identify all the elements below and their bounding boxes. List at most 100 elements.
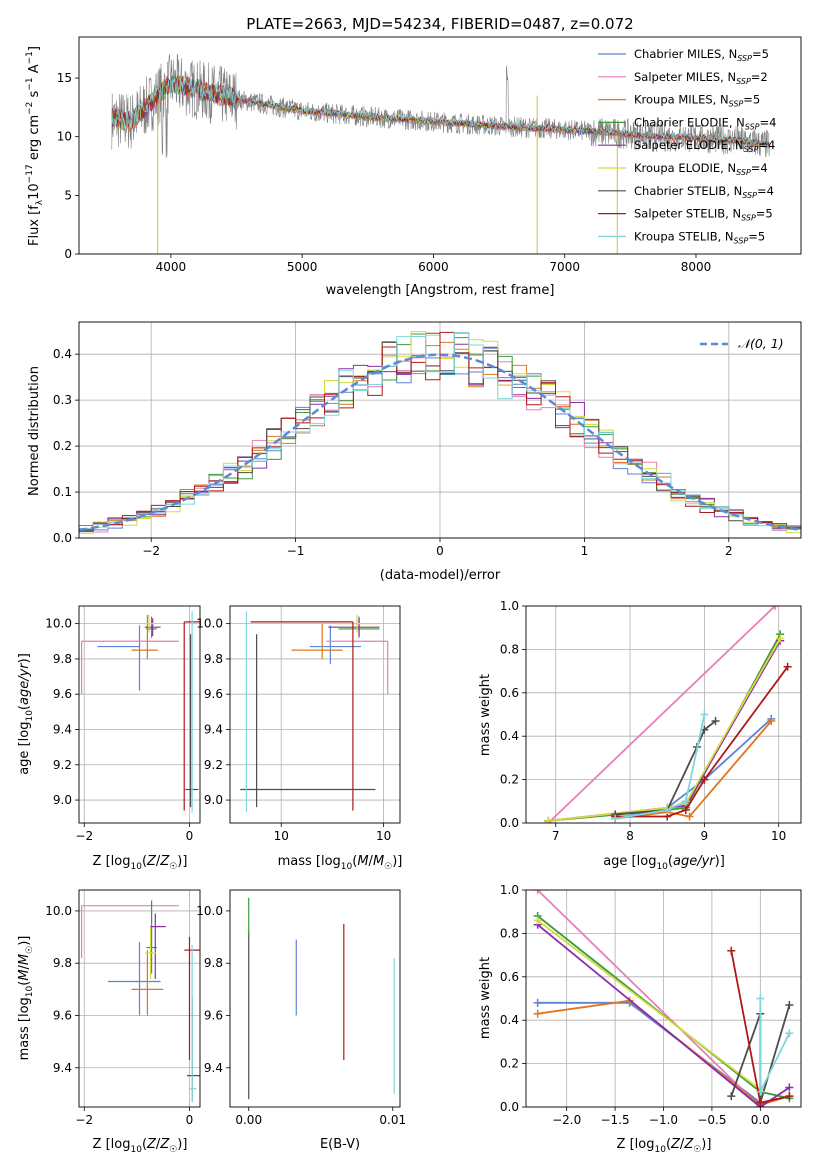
x-tick-label: 8000 bbox=[681, 260, 712, 274]
plus-marker bbox=[756, 1098, 765, 1107]
y-tick-label: 10 bbox=[57, 130, 72, 144]
mass-z-xlabel: Z [log10(Z/Z☉)] bbox=[93, 1137, 188, 1155]
x-tick-label: 6000 bbox=[418, 260, 449, 274]
x-tick-label: −2 bbox=[75, 1113, 93, 1127]
y-tick-label: 0.2 bbox=[500, 1057, 519, 1071]
weight-age-xlabel: age [log10(age/yr)] bbox=[603, 854, 725, 872]
y-tick-label: 1.0 bbox=[500, 883, 519, 897]
errorbar-chabrier-miles bbox=[107, 942, 161, 1016]
errorbar-kroupa-miles bbox=[131, 614, 158, 659]
histograms bbox=[79, 331, 801, 534]
series-salpeter-miles bbox=[544, 606, 779, 823]
legend-label: Kroupa STELIB, NSSP=5 bbox=[634, 229, 765, 245]
x-tick-label: 0.0 bbox=[751, 1113, 770, 1127]
y-tick-label: 0.2 bbox=[500, 773, 519, 787]
y-tick-label: 9.4 bbox=[53, 722, 72, 736]
plus-marker bbox=[685, 812, 694, 821]
x-tick-label: −2 bbox=[75, 829, 93, 843]
series-line bbox=[759, 998, 791, 1093]
axes-frame bbox=[78, 321, 802, 539]
y-tick-label: 9.0 bbox=[53, 793, 72, 807]
residual-legend: 𝒩(0, 1) bbox=[700, 336, 784, 351]
errorbar-chabrier-miles bbox=[97, 625, 141, 691]
y-tick-label: 9.2 bbox=[204, 758, 223, 772]
y-tick-label: 0.8 bbox=[500, 926, 519, 940]
y-tick-label: 9.8 bbox=[204, 956, 223, 970]
errorbar-chabrier-stelib bbox=[240, 634, 376, 808]
y-tick-label: 0.0 bbox=[500, 1100, 519, 1114]
legend-label: Salpeter ELODIE, NSSP=4 bbox=[634, 138, 775, 154]
x-tick-label: 0.01 bbox=[379, 1113, 406, 1127]
series-line bbox=[548, 633, 781, 822]
plus-marker bbox=[663, 805, 672, 814]
weight-lines bbox=[544, 606, 792, 823]
errorbar-kroupa-miles bbox=[131, 950, 164, 1016]
errorbar-salpeter-miles bbox=[326, 640, 389, 695]
y-tick-label: 9.4 bbox=[204, 1061, 223, 1075]
y-tick-label: 0.8 bbox=[500, 642, 519, 656]
axes-frame bbox=[525, 605, 802, 824]
y-tick-label: 0.4 bbox=[500, 1013, 519, 1027]
plus-marker bbox=[785, 1083, 794, 1092]
series-line bbox=[548, 638, 781, 822]
axes-frame bbox=[78, 36, 802, 255]
age-mass-xlabel: mass [log10(M/M☉)] bbox=[278, 854, 403, 872]
weight-age-panel: 7 8 9 10 0.0 0.2 0.4 0.6 0.8 1.0 age [log10(age/y… bbox=[478, 599, 802, 872]
y-tick-label: 0 bbox=[64, 247, 72, 261]
plus-marker bbox=[727, 1092, 736, 1101]
series-line bbox=[537, 1001, 761, 1104]
series-line bbox=[615, 720, 772, 820]
x-tick-label: 10 bbox=[376, 829, 391, 843]
series-line bbox=[615, 666, 789, 818]
grid bbox=[526, 605, 801, 824]
y-tick-label: 10.0 bbox=[196, 617, 223, 631]
x-tick-label: −1 bbox=[287, 544, 305, 558]
errorbar-kroupa-elodie bbox=[336, 614, 378, 633]
y-tick-label: 9.8 bbox=[53, 652, 72, 666]
x-tick-label: 8 bbox=[626, 829, 634, 843]
series-line bbox=[615, 714, 706, 820]
spectrum-lines bbox=[111, 53, 770, 254]
plus-marker bbox=[770, 606, 779, 610]
series-line bbox=[547, 606, 776, 823]
y-tick-label: 0.0 bbox=[53, 531, 72, 545]
errorbar-kroupa-elodie bbox=[143, 614, 155, 633]
y-tick-label: 0.6 bbox=[500, 970, 519, 984]
axes-frame bbox=[78, 889, 201, 1108]
normal-curve bbox=[79, 353, 801, 532]
weight-z-ylabel: mass weight bbox=[478, 957, 493, 1039]
y-tick-label: 9.6 bbox=[204, 687, 223, 701]
plus-marker bbox=[533, 998, 542, 1007]
spectrum-ylabel: Flux [fλ10−17 erg cm−2 s−1 A−1] bbox=[25, 46, 45, 246]
y-tick-label: 5 bbox=[64, 188, 72, 202]
series-line bbox=[548, 640, 781, 822]
x-tick-label: −2.0 bbox=[552, 1113, 581, 1127]
y-tick-label: 0.4 bbox=[500, 729, 519, 743]
residual-ylabel: Normed distribution bbox=[27, 366, 42, 496]
x-tick-label: −2 bbox=[142, 544, 160, 558]
y-tick-label: 0.2 bbox=[53, 439, 72, 453]
y-tick-label: 9.6 bbox=[53, 1008, 72, 1022]
plus-marker bbox=[727, 946, 736, 955]
plus-marker bbox=[783, 662, 792, 671]
model-spectrum-kroupa-stelib bbox=[111, 72, 770, 147]
y-tick-label: 9.6 bbox=[53, 687, 72, 701]
errorbar-salpeter-miles bbox=[81, 640, 179, 695]
plus-marker bbox=[785, 1092, 794, 1101]
grid bbox=[79, 606, 200, 823]
axes-frame bbox=[78, 605, 201, 824]
y-tick-label: 0.0 bbox=[500, 816, 519, 830]
legend-label: Chabrier STELIB, NSSP=4 bbox=[634, 184, 774, 200]
plus-marker bbox=[681, 805, 690, 814]
errorbar-salpeter-elodie bbox=[150, 913, 166, 979]
x-tick-label: 7 bbox=[552, 829, 560, 843]
plus-marker bbox=[756, 1087, 765, 1096]
x-tick-label: 10 bbox=[771, 829, 786, 843]
y-tick-label: 9.4 bbox=[53, 1061, 72, 1075]
y-tick-label: 10.0 bbox=[196, 904, 223, 918]
y-tick-label: 0.6 bbox=[500, 686, 519, 700]
weight-age-ylabel: mass weight bbox=[478, 674, 493, 756]
y-tick-label: 10.0 bbox=[45, 617, 72, 631]
axes-frame bbox=[229, 889, 401, 1108]
